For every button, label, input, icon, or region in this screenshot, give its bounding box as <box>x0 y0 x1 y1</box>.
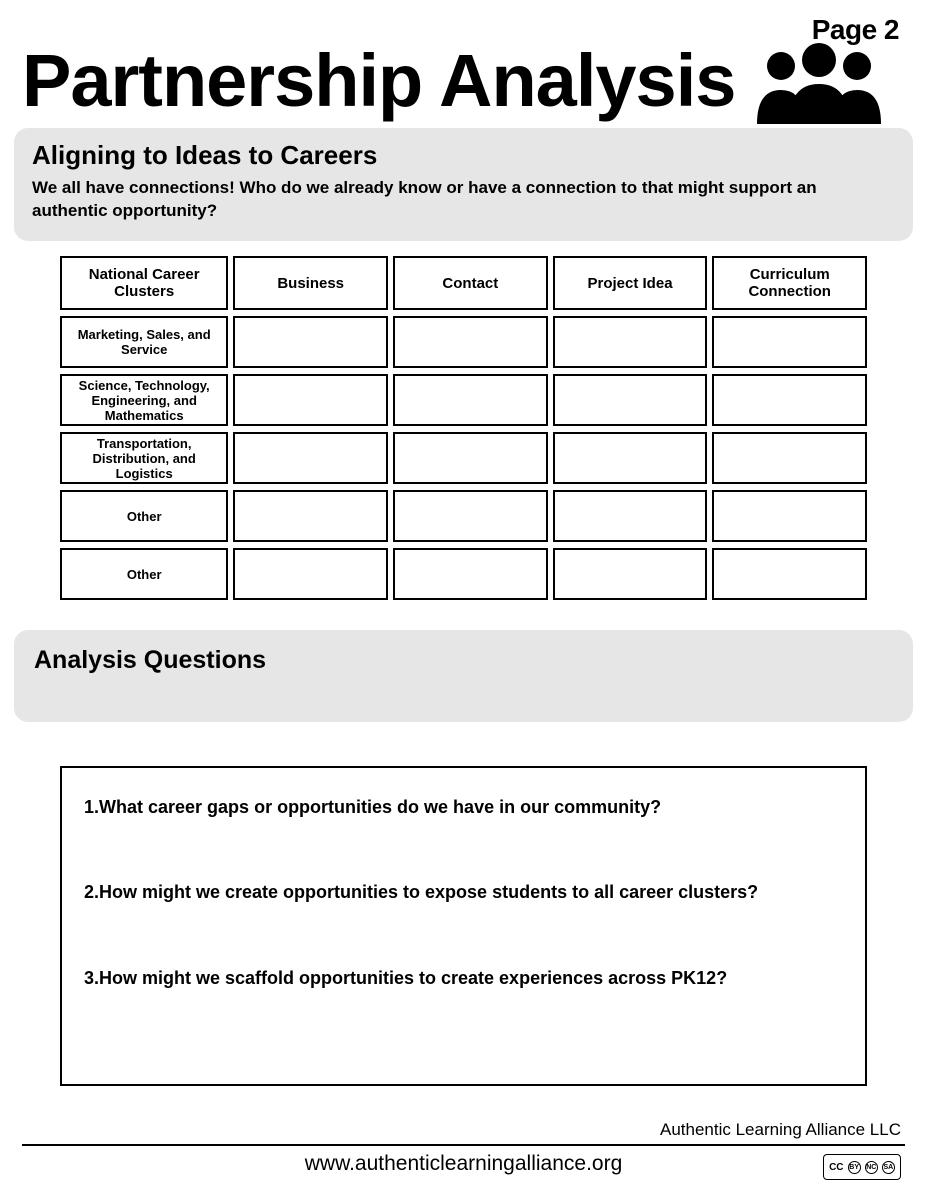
table-row: Transportation, Distribution, and Logist… <box>60 432 867 484</box>
intro-text: We all have connections! Who do we alrea… <box>32 177 895 223</box>
footer-org: Authentic Learning Alliance LLC <box>660 1120 901 1140</box>
table-row: Science, Technology, Engineering, and Ma… <box>60 374 867 426</box>
questions-box: 1.What career gaps or opportunities do w… <box>60 766 867 1086</box>
table-cell[interactable] <box>393 548 548 600</box>
cc-license-icon: CC BY NC SA <box>823 1154 901 1180</box>
table-cell[interactable] <box>553 548 708 600</box>
footer-divider <box>22 1144 905 1146</box>
career-table: National Career Clusters Business Contac… <box>60 256 867 606</box>
row-label: Other <box>60 490 228 542</box>
col-header: Contact <box>393 256 548 310</box>
table-cell[interactable] <box>553 374 708 426</box>
table-cell[interactable] <box>233 490 388 542</box>
row-label: Marketing, Sales, and Service <box>60 316 228 368</box>
table-cell[interactable] <box>712 316 867 368</box>
table-cell[interactable] <box>553 490 708 542</box>
col-header: Business <box>233 256 388 310</box>
col-header: Project Idea <box>553 256 708 310</box>
col-header: National Career Clusters <box>60 256 228 310</box>
table-header-row: National Career Clusters Business Contac… <box>60 256 867 310</box>
intro-heading: Aligning to Ideas to Careers <box>32 140 895 171</box>
table-cell[interactable] <box>393 432 548 484</box>
table-cell[interactable] <box>393 490 548 542</box>
question-2: 2.How might we create opportunities to e… <box>84 881 843 904</box>
page-title: Partnership Analysis <box>22 44 735 118</box>
table-row: Other <box>60 490 867 542</box>
row-label: Other <box>60 548 228 600</box>
table-row: Marketing, Sales, and Service <box>60 316 867 368</box>
analysis-section: Analysis Questions <box>14 630 913 722</box>
table-cell[interactable] <box>712 374 867 426</box>
table-cell[interactable] <box>393 316 548 368</box>
table-cell[interactable] <box>712 548 867 600</box>
table-row: Other <box>60 548 867 600</box>
col-header: Curriculum Connection <box>712 256 867 310</box>
intro-section: Aligning to Ideas to Careers We all have… <box>14 128 913 241</box>
table-cell[interactable] <box>712 432 867 484</box>
question-3: 3.How might we scaffold opportunities to… <box>84 967 843 990</box>
table-cell[interactable] <box>553 316 708 368</box>
analysis-heading: Analysis Questions <box>34 646 893 675</box>
people-group-icon <box>749 36 889 126</box>
table-cell[interactable] <box>233 374 388 426</box>
footer-url: www.authenticlearningalliance.org <box>0 1152 927 1176</box>
table-cell[interactable] <box>233 432 388 484</box>
table-cell[interactable] <box>393 374 548 426</box>
footer: Authentic Learning Alliance LLC www.auth… <box>0 1144 927 1200</box>
question-1: 1.What career gaps or opportunities do w… <box>84 796 843 819</box>
table-cell[interactable] <box>233 548 388 600</box>
title-row: Partnership Analysis <box>22 36 905 126</box>
row-label: Transportation, Distribution, and Logist… <box>60 432 228 484</box>
table-cell[interactable] <box>233 316 388 368</box>
row-label: Science, Technology, Engineering, and Ma… <box>60 374 228 426</box>
table-cell[interactable] <box>553 432 708 484</box>
table-cell[interactable] <box>712 490 867 542</box>
